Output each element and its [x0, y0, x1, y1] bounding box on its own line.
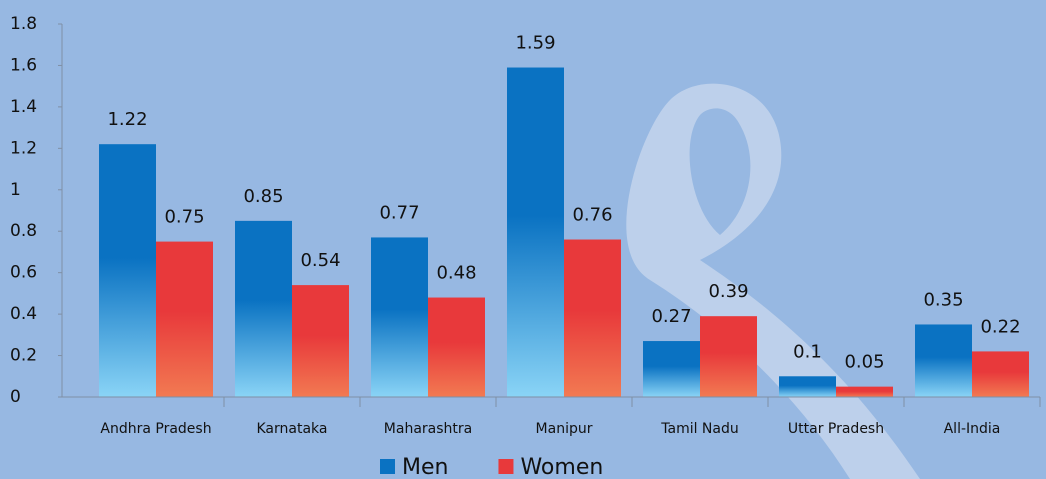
- page: {"chart_data": {"type": "bar", "categori…: [0, 0, 1046, 479]
- y-tick-label: 0.4: [10, 304, 37, 324]
- bar: [564, 240, 621, 397]
- bar: [235, 221, 292, 397]
- bar: [836, 387, 893, 397]
- bar: [643, 341, 700, 397]
- bar: [779, 376, 836, 397]
- y-tick-label: 1.8: [10, 14, 37, 34]
- y-tick-label: 0.2: [10, 346, 37, 366]
- y-tick-label: 1: [10, 180, 21, 200]
- bar: [292, 285, 349, 397]
- value-label: 0.75: [164, 207, 204, 228]
- legend-label: Men: [402, 455, 448, 479]
- legend-label: Women: [520, 455, 603, 479]
- x-tick-label: Tamil Nadu: [660, 421, 739, 437]
- bar: [915, 324, 972, 397]
- y-tick-label: 0.8: [10, 221, 37, 241]
- x-tick-label: Uttar Pradesh: [788, 421, 884, 437]
- y-tick-label: 0: [10, 387, 21, 407]
- value-label: 0.76: [572, 205, 612, 226]
- value-label: 1.22: [107, 109, 147, 130]
- legend-swatch: [498, 459, 513, 474]
- value-label: 0.77: [379, 202, 419, 223]
- value-label: 0.39: [708, 281, 748, 302]
- bar: [371, 237, 428, 397]
- x-tick-label: Maharashtra: [384, 421, 472, 437]
- bar: [700, 316, 757, 397]
- bar: [507, 68, 564, 397]
- x-tick-label: All-India: [944, 421, 1001, 437]
- value-label: 0.48: [436, 263, 476, 284]
- bar: [972, 351, 1029, 397]
- x-tick-label: Andhra Pradesh: [100, 421, 211, 437]
- value-label: 0.27: [651, 306, 691, 327]
- bar: [156, 242, 213, 397]
- value-label: 0.54: [300, 250, 340, 271]
- x-tick-label: Manipur: [536, 421, 593, 437]
- chart: 0 0.2 0.4 0.6 0.8 1 1.2 1.4 1.6 1.8 Andhra Pradesh…: [0, 0, 1046, 479]
- legend-swatch: [380, 459, 395, 474]
- value-label: 0.22: [980, 316, 1020, 337]
- bar: [428, 298, 485, 397]
- y-tick-label: 1.6: [10, 55, 37, 75]
- value-label: 0.05: [844, 352, 884, 373]
- x-tick-label: Karnataka: [257, 421, 328, 437]
- value-label: 0.35: [923, 289, 963, 310]
- y-tick-label: 1.2: [10, 138, 37, 158]
- value-label: 0.85: [243, 186, 283, 207]
- value-label: 0.1: [793, 341, 822, 362]
- value-label: 1.59: [515, 33, 555, 54]
- y-tick-label: 0.6: [10, 263, 37, 283]
- y-tick-label: 1.4: [10, 97, 37, 117]
- bar: [99, 144, 156, 397]
